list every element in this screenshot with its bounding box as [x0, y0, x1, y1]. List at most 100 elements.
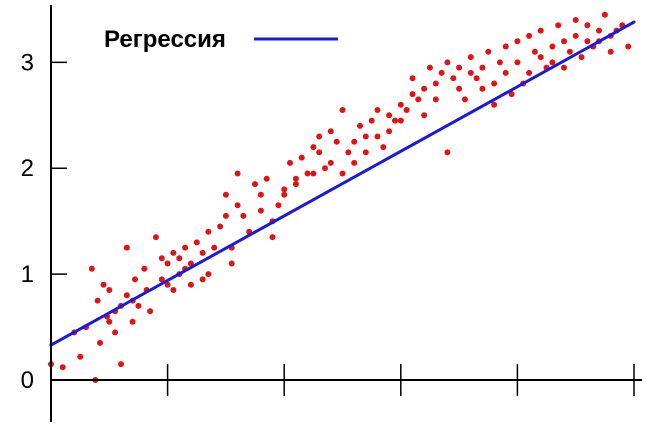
scatter-point	[170, 287, 177, 293]
scatter-point	[531, 48, 538, 55]
tick-marks	[51, 61, 635, 396]
scatter-point	[549, 43, 556, 50]
scatter-point	[147, 308, 154, 315]
scatter-point	[403, 107, 410, 113]
y-tick-label: 2	[21, 155, 34, 182]
scatter-point	[252, 181, 258, 188]
scatter-point	[432, 96, 439, 103]
scatter-point	[444, 149, 451, 156]
scatter-point	[310, 144, 317, 151]
scatter-point	[421, 85, 428, 92]
scatter-point	[257, 191, 264, 198]
scatter-point	[607, 48, 614, 55]
scatter-point	[496, 59, 503, 66]
scatter-point	[526, 32, 533, 39]
scatter-point	[164, 281, 171, 288]
scatter-point	[368, 117, 375, 124]
scatter-point	[456, 64, 463, 71]
scatter-point	[59, 364, 66, 371]
scatter-point	[316, 133, 323, 140]
scatter-point	[88, 265, 95, 272]
scatter-point	[217, 223, 224, 230]
tick-labels: 0 1 2 3	[21, 49, 34, 394]
scatter-point	[572, 32, 579, 39]
scatter-point	[339, 107, 346, 113]
scatter-point	[432, 80, 439, 87]
scatter-point	[123, 244, 130, 251]
scatter-point	[374, 107, 381, 113]
scatter-point	[281, 186, 288, 193]
scatter-point	[327, 128, 334, 135]
scatter-point	[275, 202, 282, 209]
scatter-point	[508, 91, 515, 98]
scatter-point	[222, 212, 229, 219]
scatter-point	[100, 281, 107, 288]
scatter-point	[158, 255, 165, 262]
scatter-point	[537, 27, 544, 34]
scatter-point	[304, 170, 311, 177]
scatter-point	[578, 54, 585, 61]
scatter-point	[549, 59, 556, 66]
scatter-point	[164, 260, 171, 267]
scatter-point	[118, 361, 124, 368]
scatter-point	[386, 128, 393, 135]
scatter-point	[193, 239, 200, 246]
scatter-point	[514, 59, 521, 66]
legend: Регрессия	[104, 26, 338, 53]
scatter-point	[561, 64, 567, 71]
scatter-point	[467, 54, 474, 61]
scatter-point	[409, 91, 416, 98]
scatter-point	[479, 64, 486, 71]
scatter-point	[392, 117, 398, 124]
scatter-point	[132, 276, 138, 283]
scatter-point	[234, 170, 241, 177]
y-tick-label: 1	[21, 261, 34, 288]
scatter-point	[502, 43, 509, 50]
scatter-point	[426, 64, 433, 71]
scatter-point	[339, 170, 346, 177]
scatter-point	[362, 133, 369, 140]
scatter-point	[473, 75, 480, 82]
scatter-point	[152, 234, 159, 241]
scatter-point	[170, 249, 177, 256]
scatter-point	[199, 276, 206, 283]
scatter-point	[211, 244, 218, 251]
scatter-point	[327, 159, 334, 166]
y-tick-label: 0	[21, 367, 34, 394]
scatter-point	[310, 170, 317, 177]
scatter-point	[234, 202, 241, 209]
scatter-point	[345, 149, 352, 156]
scatter-point	[561, 38, 567, 45]
scatter-point	[444, 59, 451, 66]
scatter-point	[205, 228, 212, 235]
scatter-point	[94, 297, 101, 304]
axes	[50, 5, 642, 422]
scatter-point	[526, 69, 533, 76]
scatter-point	[222, 191, 229, 198]
scatter-point	[106, 318, 113, 325]
scatter-point	[357, 122, 363, 129]
scatter-point	[491, 80, 498, 87]
scatter-point	[298, 154, 305, 161]
scatter-point	[187, 260, 194, 267]
scatter-point	[187, 281, 194, 288]
scatter-point	[450, 75, 457, 82]
scatter-point	[397, 101, 404, 108]
scatter-point	[123, 292, 130, 299]
scatter-point	[316, 149, 323, 156]
scatter-point	[141, 265, 148, 272]
scatter-point	[572, 17, 579, 23]
scatter-point	[257, 207, 264, 214]
legend-label: Регрессия	[104, 26, 226, 53]
scatter-point	[438, 69, 445, 76]
scatter-point	[596, 27, 602, 34]
scatter-point	[566, 48, 573, 55]
scatter-point	[292, 181, 299, 188]
scatter-point	[584, 38, 591, 45]
scatter-point	[77, 353, 84, 360]
scatter-point	[514, 38, 521, 45]
scatter-point	[409, 75, 416, 82]
scatter-point	[176, 255, 183, 262]
